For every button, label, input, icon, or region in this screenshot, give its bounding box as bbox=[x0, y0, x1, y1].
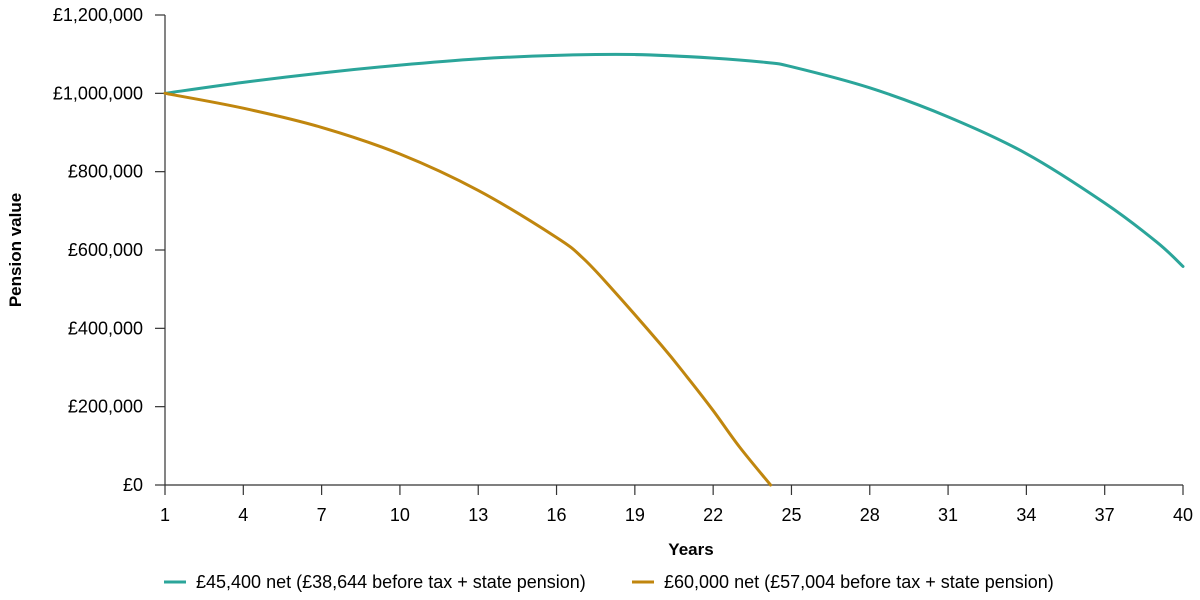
y-axis-title: Pension value bbox=[6, 193, 25, 307]
x-tick-label: 7 bbox=[317, 505, 327, 525]
x-tick-label: 22 bbox=[703, 505, 723, 525]
legend: £45,400 net (£38,644 before tax + state … bbox=[164, 572, 1054, 592]
y-axis-ticks: £0 £200,000 £400,000 £600,000 £800,000 £1,000… bbox=[53, 5, 165, 495]
x-tick-label: 4 bbox=[238, 505, 248, 525]
y-tick-label: £800,000 bbox=[68, 162, 143, 182]
y-tick-label: £1,000,000 bbox=[53, 83, 143, 103]
x-axis-title: Years bbox=[668, 540, 713, 559]
series-lines bbox=[163, 52, 1185, 487]
x-tick-label: 31 bbox=[938, 505, 958, 525]
x-tick-label: 10 bbox=[390, 505, 410, 525]
legend-label-2: £60,000 net (£57,004 before tax + state … bbox=[664, 572, 1054, 592]
x-axis-ticks: 1 4 7 10 13 16 19 22 25 28 31 34 37 40 bbox=[160, 485, 1193, 525]
series-line-1 bbox=[163, 52, 1185, 268]
y-tick-label: £200,000 bbox=[68, 397, 143, 417]
x-tick-label: 40 bbox=[1173, 505, 1193, 525]
x-tick-label: 34 bbox=[1016, 505, 1036, 525]
x-tick-label: 37 bbox=[1095, 505, 1115, 525]
y-tick-label: £600,000 bbox=[68, 240, 143, 260]
y-tick-label: £0 bbox=[123, 475, 143, 495]
series-line-2 bbox=[163, 91, 773, 487]
x-tick-label: 16 bbox=[547, 505, 567, 525]
x-tick-label: 28 bbox=[860, 505, 880, 525]
x-tick-label: 25 bbox=[781, 505, 801, 525]
legend-label-1: £45,400 net (£38,644 before tax + state … bbox=[196, 572, 586, 592]
x-tick-label: 19 bbox=[625, 505, 645, 525]
x-tick-label: 13 bbox=[468, 505, 488, 525]
y-tick-label: £400,000 bbox=[68, 318, 143, 338]
x-tick-label: 1 bbox=[160, 505, 170, 525]
y-tick-label: £1,200,000 bbox=[53, 5, 143, 25]
